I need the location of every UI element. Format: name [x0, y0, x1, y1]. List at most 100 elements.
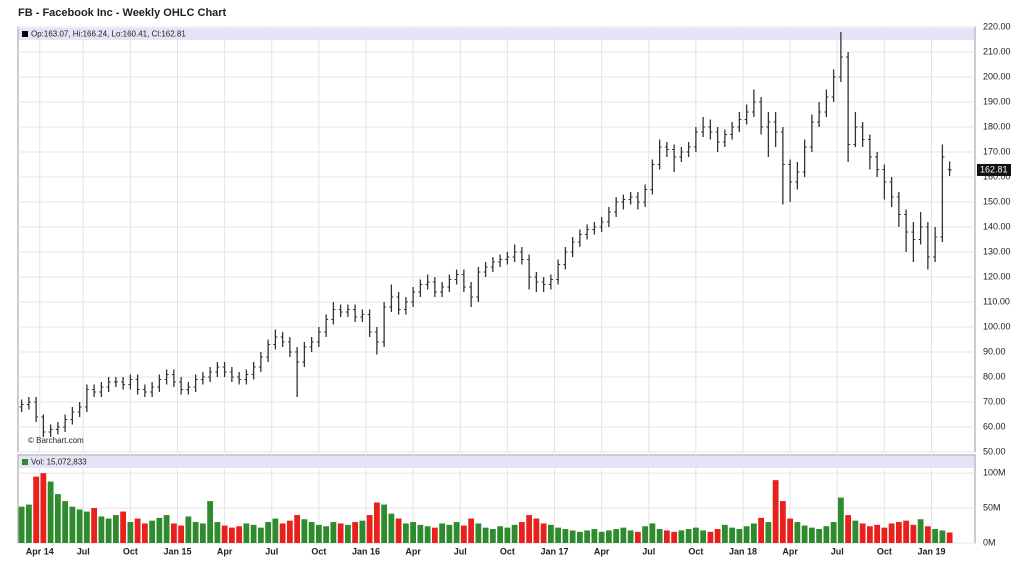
- volume-bar-mark: [337, 523, 344, 543]
- volume-bar-mark: [91, 508, 98, 543]
- volume-bar-mark: [294, 515, 301, 543]
- last-price-label: 162.81: [980, 164, 1008, 174]
- volume-bar-mark: [156, 517, 163, 543]
- volume-bar-mark: [591, 529, 598, 543]
- y-tick-label: 150.00: [983, 196, 1011, 206]
- x-tick-label: Apr: [217, 546, 233, 556]
- x-tick-label: Jan 19: [917, 546, 945, 556]
- x-tick-label: Apr: [594, 546, 610, 556]
- volume-tick-label: 0M: [983, 537, 996, 547]
- x-tick-label: Oct: [500, 546, 515, 556]
- y-tick-label: 90.00: [983, 346, 1006, 356]
- volume-bar-mark: [692, 527, 699, 543]
- volume-bar-mark: [373, 502, 380, 543]
- volume-bar-mark: [511, 524, 518, 543]
- volume-bar-mark: [120, 511, 127, 543]
- volume-bar-mark: [895, 522, 902, 543]
- x-tick-label: Apr: [405, 546, 421, 556]
- volume-bar-mark: [25, 504, 32, 543]
- volume-bar-mark: [257, 527, 264, 543]
- volume-bar-mark: [149, 520, 156, 543]
- y-tick-label: 120.00: [983, 271, 1011, 281]
- volume-bar-mark: [642, 526, 649, 543]
- volume-bar-mark: [388, 513, 395, 543]
- volume-bar-mark: [932, 529, 939, 543]
- x-tick-label: Jul: [831, 546, 844, 556]
- x-tick-label: Jan 15: [163, 546, 191, 556]
- y-tick-label: 110.00: [983, 296, 1010, 306]
- x-tick-label: Jul: [454, 546, 467, 556]
- volume-bar-mark: [214, 522, 221, 543]
- volume-bar-mark: [678, 530, 685, 543]
- volume-bar-mark: [866, 526, 873, 543]
- chart-title: FB - Facebook Inc - Weekly OHLC Chart: [18, 7, 227, 19]
- x-tick-label: Oct: [688, 546, 703, 556]
- volume-bar-mark: [707, 531, 714, 543]
- volume-bar-mark: [352, 522, 359, 543]
- volume-bar-mark: [714, 529, 721, 543]
- volume-bar-mark: [562, 529, 569, 543]
- volume-bar-mark: [431, 527, 438, 543]
- volume-bar-mark: [402, 523, 409, 543]
- watermark: © Barchart.com: [28, 436, 84, 445]
- volume-bar-mark: [576, 531, 583, 543]
- volume-bar-mark: [460, 525, 467, 543]
- volume-bar-mark: [736, 529, 743, 543]
- volume-bar-mark: [330, 522, 337, 543]
- volume-bar-mark: [272, 518, 279, 543]
- volume-bar-mark: [765, 522, 772, 543]
- volume-bar-mark: [33, 476, 40, 543]
- volume-bar-mark: [859, 523, 866, 543]
- volume-bar-mark: [344, 524, 351, 543]
- volume-bar-mark: [881, 527, 888, 543]
- y-tick-label: 70.00: [983, 396, 1006, 406]
- volume-bar-mark: [584, 530, 591, 543]
- volume-bar-mark: [243, 523, 250, 543]
- volume-bar-mark: [83, 511, 90, 543]
- volume-bar-mark: [228, 527, 235, 543]
- volume-bar-mark: [671, 531, 678, 543]
- volume-bar-mark: [497, 526, 504, 543]
- volume-bar-mark: [620, 527, 627, 543]
- volume-bar-mark: [758, 517, 765, 543]
- volume-bar-mark: [207, 501, 214, 543]
- volume-bar-mark: [76, 509, 83, 543]
- volume-bar-mark: [663, 530, 670, 543]
- volume-bar-mark: [605, 530, 612, 543]
- volume-bar-mark: [192, 522, 199, 543]
- volume-bar-mark: [845, 515, 852, 543]
- volume-bar-mark: [787, 518, 794, 543]
- volume-bar-mark: [874, 524, 881, 543]
- volume-bar-mark: [939, 530, 946, 543]
- volume-bar: [19, 456, 974, 468]
- volume-bar-mark: [366, 515, 373, 543]
- volume-bar-mark: [410, 522, 417, 543]
- volume-bar-mark: [482, 527, 489, 543]
- volume-bar-mark: [794, 522, 801, 543]
- volume-bar-mark: [946, 532, 953, 543]
- y-tick-label: 200.00: [983, 71, 1011, 81]
- volume-bar-mark: [112, 515, 119, 543]
- volume-bar-mark: [134, 518, 141, 543]
- x-tick-label: Jul: [265, 546, 278, 556]
- legend-bar: [19, 28, 974, 40]
- x-tick-label: Jan 18: [729, 546, 757, 556]
- volume-bar-mark: [54, 494, 61, 543]
- volume-bar-mark: [236, 526, 243, 543]
- volume-bar-mark: [526, 515, 533, 543]
- volume-bar-mark: [910, 524, 917, 543]
- volume-bar-mark: [446, 524, 453, 543]
- volume-bar-mark: [489, 529, 496, 543]
- volume-bar-mark: [627, 530, 634, 543]
- volume-bar-mark: [779, 501, 786, 543]
- volume-bar-mark: [18, 506, 25, 543]
- volume-bar-mark: [547, 524, 554, 543]
- volume-bar-mark: [439, 523, 446, 543]
- volume-text: Vol: 15,072,833: [31, 458, 87, 467]
- volume-tick-label: 100M: [983, 468, 1006, 478]
- volume-bar-mark: [816, 529, 823, 543]
- volume-bar-mark: [359, 520, 366, 543]
- volume-bar-mark: [533, 518, 540, 543]
- volume-bar-mark: [613, 529, 620, 543]
- volume-bar-mark: [750, 523, 757, 543]
